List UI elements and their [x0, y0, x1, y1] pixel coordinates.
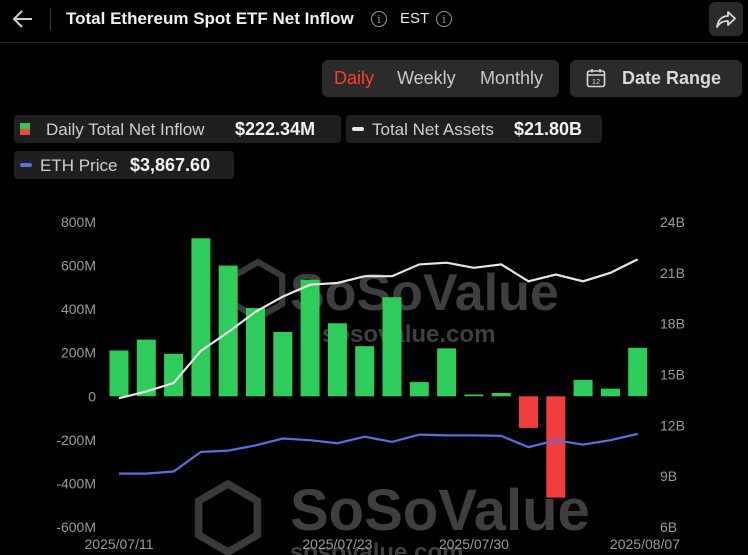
inflow-bar[interactable]	[628, 347, 648, 397]
inflow-bar[interactable]	[109, 350, 129, 397]
right-axis: 24B 21B 18B 15B 12B 9B 6B	[660, 214, 685, 535]
inflow-bar[interactable]	[327, 323, 347, 397]
left-tick-label: 200M	[61, 345, 96, 361]
legend-inflow-value: $222.34M	[235, 119, 316, 139]
inflow-bar[interactable]	[519, 396, 538, 428]
inflow-bar[interactable]	[191, 238, 211, 397]
left-axis: 800M 600M 400M 200M 0 -200M -400M -600M	[56, 214, 96, 535]
watermark-brand: SoSoValue	[290, 264, 559, 322]
inflow-bar[interactable]	[546, 396, 566, 498]
legend-inflow-label: Daily Total Net Inflow	[46, 120, 205, 139]
share-button[interactable]	[709, 2, 743, 36]
inflow-bar[interactable]	[600, 388, 620, 397]
x-tick-label: 2025/07/11	[84, 536, 153, 552]
tab-daily[interactable]: Daily	[334, 68, 375, 88]
right-tick-label: 6B	[660, 519, 677, 535]
inflow-bar[interactable]	[136, 339, 156, 397]
line-swatch-icon	[20, 163, 32, 167]
inflow-bar[interactable]	[273, 332, 293, 397]
top-bar: Total Ethereum Spot ETF Net Inflow i EST…	[0, 0, 748, 40]
inflow-bars	[109, 238, 648, 498]
share-icon	[716, 11, 736, 28]
svg-text:12: 12	[592, 77, 600, 86]
legend-eth-price[interactable]: ETH Price $3,867.60	[14, 151, 234, 179]
inflow-bar[interactable]	[355, 346, 375, 397]
inflow-bar[interactable]	[464, 394, 484, 397]
inflow-bar[interactable]	[437, 348, 457, 397]
inflow-bar[interactable]	[573, 379, 593, 397]
left-tick-label: 0	[88, 388, 96, 404]
x-tick-label: 2025/08/07	[610, 536, 680, 552]
inflow-bar[interactable]	[409, 382, 429, 397]
eth-price-line	[119, 432, 638, 475]
right-tick-label: 18B	[660, 316, 685, 332]
inflow-bar[interactable]	[382, 297, 402, 397]
calendar-icon: 12	[586, 69, 606, 88]
legend-price-label: ETH Price	[40, 156, 118, 175]
inflow-bar[interactable]	[300, 279, 320, 397]
left-tick-label: -400M	[56, 475, 96, 491]
inflow-bar[interactable]	[491, 393, 511, 397]
watermark-url: sosovalue.com	[322, 321, 495, 348]
watermark-logo-icon	[194, 479, 262, 555]
legend-assets-label: Total Net Assets	[372, 120, 494, 139]
inflow-bar[interactable]	[164, 353, 184, 397]
watermark-url: sosovalue.com	[290, 539, 463, 555]
timezone-label: EST	[400, 10, 430, 27]
x-axis: 2025/07/11 2025/07/23 2025/07/30 2025/08/07	[84, 536, 680, 552]
page-title: Total Ethereum Spot ETF Net Inflow	[66, 9, 354, 28]
right-tick-label: 12B	[660, 417, 685, 433]
total-net-assets-line	[118, 258, 639, 400]
line-swatch-icon	[352, 127, 364, 131]
header-divider	[0, 42, 748, 43]
date-range-label: Date Range	[622, 68, 722, 88]
legend-net-inflow[interactable]: Daily Total Net Inflow $222.34M	[14, 115, 341, 143]
right-tick-label: 24B	[660, 214, 685, 230]
tab-monthly[interactable]: Monthly	[480, 68, 544, 88]
right-tick-label: 15B	[660, 367, 685, 383]
left-tick-label: 400M	[61, 301, 96, 317]
bar-swatch-icon	[20, 123, 30, 135]
watermark-brand: SoSoValue	[290, 478, 590, 543]
info-icon[interactable]: i	[371, 11, 387, 27]
legend-net-assets[interactable]: Total Net Assets $21.80B	[346, 115, 602, 143]
period-tabs: Daily Weekly Monthly	[322, 60, 559, 97]
left-tick-label: 800M	[61, 214, 96, 230]
series-lines	[118, 258, 639, 475]
tab-weekly[interactable]: Weekly	[397, 68, 456, 88]
left-tick-label: -600M	[56, 519, 96, 535]
x-tick-label: 2025/07/30	[439, 536, 509, 552]
left-tick-label: -200M	[56, 432, 96, 448]
back-arrow-icon[interactable]	[10, 6, 36, 32]
left-tick-label: 600M	[61, 258, 96, 274]
timezone-info-icon[interactable]: i	[436, 11, 452, 27]
date-range-button[interactable]: 12 Date Range	[570, 60, 742, 97]
x-tick-label: 2025/07/23	[302, 536, 372, 552]
divider	[50, 8, 51, 30]
right-tick-label: 9B	[660, 468, 677, 484]
legend-price-value: $3,867.60	[130, 155, 211, 175]
inflow-bar[interactable]	[246, 308, 265, 397]
right-tick-label: 21B	[660, 265, 685, 281]
net-inflow-chart: SoSoValuesosovalue.comSoSoValuesosovalue…	[56, 214, 685, 555]
legend-assets-value: $21.80B	[514, 119, 583, 139]
